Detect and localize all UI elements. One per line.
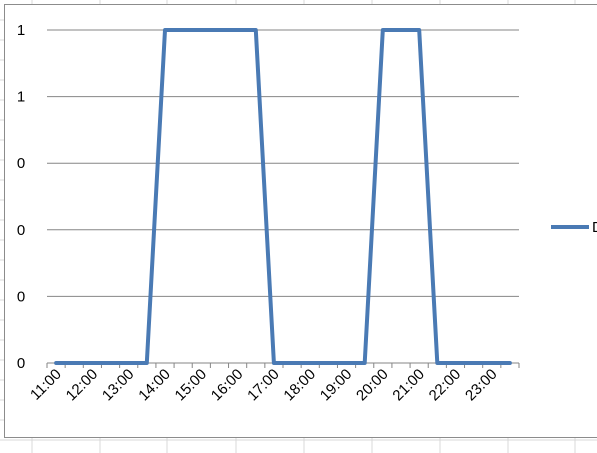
x-tick-label: 17:00 — [244, 366, 283, 405]
y-tick-label: 0 — [17, 355, 25, 372]
x-tick-label: 19:00 — [317, 366, 356, 405]
y-tick-label: 1 — [17, 89, 25, 106]
x-tick-label: 22:00 — [426, 366, 465, 405]
x-tick-label: 21:00 — [389, 366, 428, 405]
x-tick-label: 15:00 — [172, 366, 211, 405]
line-chart: 0 0 0 0 1 1 11:0012:0013:0014:0015:0016:0017:… — [17, 22, 597, 405]
x-axis-tick-labels: 11:0012:0013:0014:0015:0016:0017:0018:00… — [27, 366, 500, 405]
x-tick-label: 16:00 — [208, 366, 247, 405]
y-tick-label: 0 — [17, 288, 25, 305]
x-tick-label: 13:00 — [99, 366, 138, 405]
x-tick-label: 18:00 — [280, 366, 319, 405]
x-tick-label: 14:00 — [135, 366, 174, 405]
y-tick-label: 0 — [17, 155, 25, 172]
y-axis-tick-labels: 0 0 0 0 1 1 — [17, 22, 25, 372]
series-line — [54, 28, 512, 365]
x-tick-label: 12:00 — [63, 366, 102, 405]
series-lines — [54, 28, 512, 365]
y-tick-label: 0 — [17, 222, 25, 239]
x-tick-label: 23:00 — [462, 366, 501, 405]
legend-label: D — [592, 219, 597, 236]
legend[interactable]: D — [551, 219, 597, 236]
x-tick-label: 11:00 — [27, 366, 65, 404]
x-tick-label: 20:00 — [353, 366, 392, 405]
y-tick-label: 1 — [17, 22, 25, 39]
chart-area[interactable]: 0 0 0 0 1 1 11:00 12:00 13:00 14:00 15:00 16:00 17:… — [4, 4, 597, 438]
horizontal-gridlines — [47, 29, 519, 364]
